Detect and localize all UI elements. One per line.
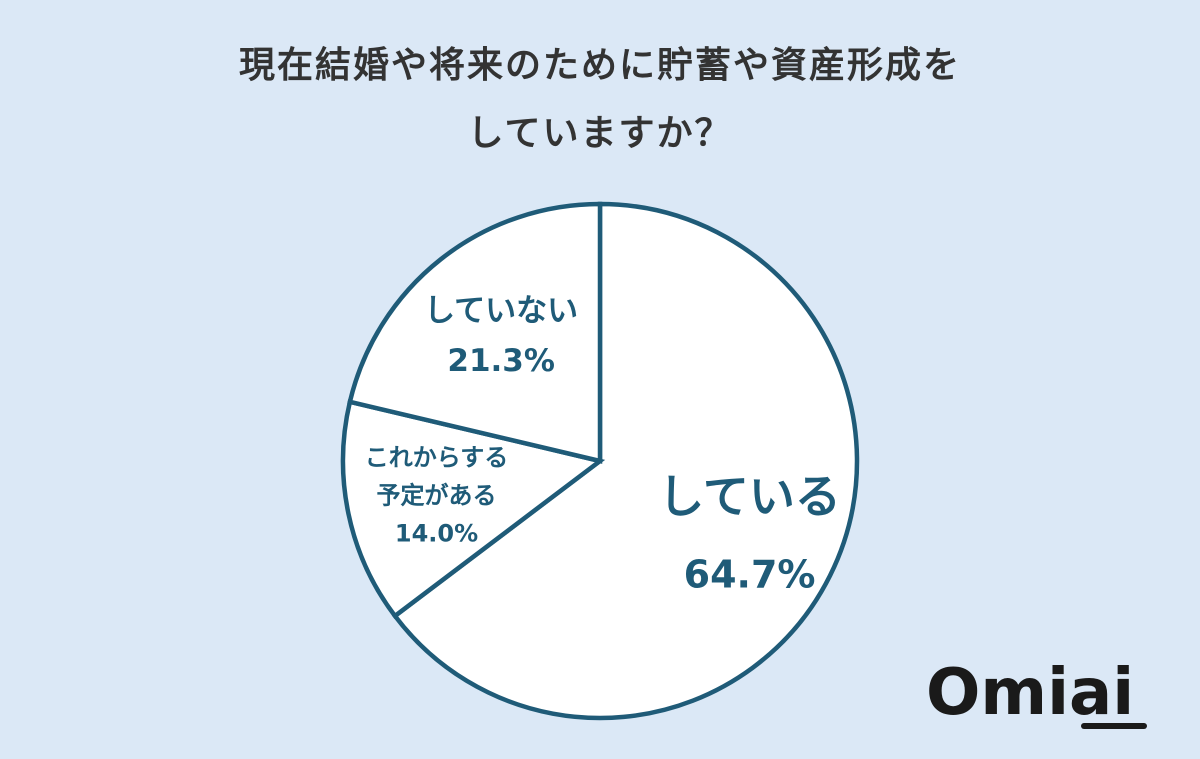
pie-slice-1: [391, 201, 860, 721]
pie-slice-2: [340, 399, 606, 620]
slice-name-label-3-1: していない: [424, 293, 578, 329]
pie-slice-3: [347, 201, 603, 464]
logo-text: Omiai: [926, 656, 1134, 730]
slice-name-label-1-1: している: [658, 469, 841, 523]
slice-name-label-2-1: これからする: [365, 443, 509, 471]
chart-title-line-1: 現在結婚や将来のために貯蓄や資産形成を: [238, 45, 961, 86]
chart-title-line-2: していますか？: [467, 113, 733, 154]
slice-value-label-2: 14.0%: [395, 519, 478, 547]
slice-value-label-1: 64.7%: [684, 552, 816, 596]
slice-name-label-2-2: 予定がある: [377, 481, 497, 509]
omiai-logo: Omiai: [926, 656, 1147, 730]
slice-value-label-3: 21.3%: [447, 343, 555, 379]
